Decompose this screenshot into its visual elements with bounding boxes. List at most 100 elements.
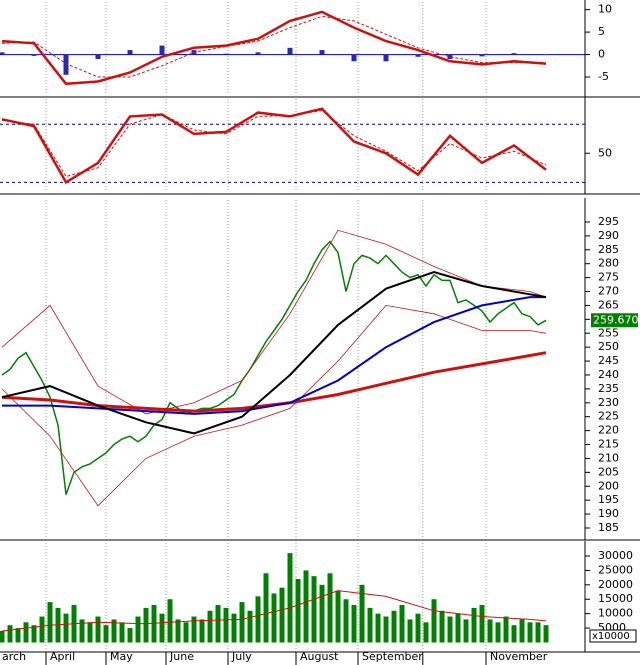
bar: [471, 607, 477, 643]
bar: [303, 570, 309, 643]
bar: [7, 625, 13, 643]
bar: [407, 619, 413, 643]
series-line: [1, 229, 547, 415]
bar: [503, 616, 509, 643]
unit-label: x10000: [592, 631, 630, 642]
x-tick-label: June: [169, 650, 194, 663]
x-tick-label: September: [362, 650, 423, 663]
series-line: [1, 110, 547, 178]
bar: [143, 607, 149, 643]
bar: [191, 616, 197, 643]
y-tick-label: 15000: [598, 592, 633, 605]
bar: [479, 54, 485, 57]
series-line: [1, 240, 547, 495]
bar: [479, 605, 485, 643]
y-tick-label: 295: [598, 215, 619, 228]
bar: [543, 625, 549, 643]
x-tick-label: August: [300, 650, 339, 663]
y-tick-label: 10000: [598, 607, 633, 620]
y-tick-label: 0: [598, 48, 605, 61]
bar: [207, 610, 213, 643]
bar: [335, 590, 341, 643]
y-tick-label: 255: [598, 326, 619, 339]
bar: [511, 53, 517, 55]
bar: [287, 553, 293, 643]
y-tick-label: 200: [598, 479, 619, 492]
bar: [455, 613, 461, 643]
bar: [423, 622, 429, 643]
bar: [487, 619, 493, 643]
bar: [103, 625, 109, 643]
bar: [255, 52, 261, 55]
bar: [167, 599, 173, 643]
last-price-box: [591, 313, 638, 328]
bar: [415, 613, 421, 643]
last-price-label: 259.670: [593, 313, 639, 326]
bar: [375, 613, 381, 643]
bar: [343, 599, 349, 643]
y-tick-label: 10: [598, 3, 612, 16]
y-tick-label: 275: [598, 271, 619, 284]
bar: [327, 573, 333, 643]
bar: [391, 610, 397, 643]
y-tick-label: 240: [598, 368, 619, 381]
y-tick-label: 225: [598, 410, 619, 423]
bar: [287, 47, 293, 55]
bar: [239, 602, 245, 643]
bar: [311, 576, 317, 643]
y-tick-label: 270: [598, 285, 619, 298]
bar: [463, 619, 469, 643]
series-line: [1, 590, 547, 632]
bar: [535, 622, 541, 643]
bar: [495, 622, 501, 643]
y-tick-label: 215: [598, 438, 619, 451]
bar: [199, 619, 205, 643]
bar: [231, 613, 237, 643]
bar: [23, 622, 29, 643]
bar: [447, 616, 453, 643]
bar: [175, 619, 181, 643]
y-tick-label: 50: [598, 146, 612, 159]
bar: [39, 616, 45, 643]
bar: [271, 593, 277, 643]
bar: [119, 622, 125, 643]
y-tick-label: 290: [598, 229, 619, 242]
y-tick-label: 195: [598, 493, 619, 506]
y-tick-label: -5: [598, 70, 609, 83]
bar: [223, 53, 229, 55]
bar: [279, 587, 285, 643]
y-tick-label: 265: [598, 298, 619, 311]
y-tick-label: 30000: [598, 549, 633, 562]
bar: [135, 616, 141, 643]
bar: [263, 573, 269, 643]
bar: [367, 607, 373, 643]
bar: [87, 622, 93, 643]
x-tick-label: November: [490, 650, 548, 663]
y-tick-label: 205: [598, 465, 619, 478]
bar: [183, 622, 189, 643]
y-tick-label: 210: [598, 451, 619, 464]
y-tick-label: 280: [598, 257, 619, 270]
bar: [415, 54, 421, 57]
bar: [527, 622, 533, 643]
series-line: [2, 296, 546, 415]
series-line: [1, 304, 547, 507]
y-tick-label: 220: [598, 424, 619, 437]
bar: [247, 610, 253, 643]
y-tick-label: 235: [598, 382, 619, 395]
y-tick-label: 25000: [598, 563, 633, 576]
bar: [159, 45, 165, 55]
bar: [351, 54, 357, 62]
bar: [359, 584, 365, 643]
bar: [63, 54, 69, 75]
bar: [95, 616, 101, 643]
bar: [127, 50, 133, 55]
bar: [95, 54, 101, 60]
bar: [15, 628, 21, 643]
bar: [63, 613, 69, 643]
bar: [383, 616, 389, 643]
bar: [439, 610, 445, 643]
y-tick-label: 245: [598, 354, 619, 367]
bar: [223, 607, 229, 643]
